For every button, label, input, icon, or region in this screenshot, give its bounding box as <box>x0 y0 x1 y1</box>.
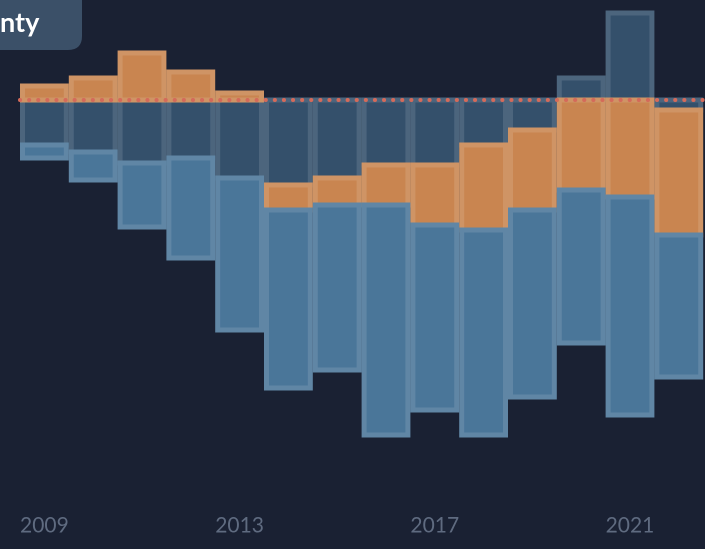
bar <box>312 97 362 181</box>
bar <box>264 97 313 188</box>
title-box <box>0 0 82 50</box>
bar <box>556 75 606 103</box>
bar <box>312 202 362 373</box>
bar <box>459 227 509 438</box>
bar <box>117 50 167 103</box>
chart-title: nty <box>0 5 40 38</box>
bar <box>361 202 411 438</box>
bar <box>556 97 606 193</box>
bar <box>361 162 411 208</box>
bar <box>68 75 118 103</box>
bar <box>410 162 460 228</box>
plot: 2009 2013 2017 2021 <box>18 10 705 537</box>
x-tick-label: 2009 <box>20 512 69 537</box>
bar <box>166 97 216 161</box>
bar <box>215 97 264 181</box>
bar <box>20 97 69 148</box>
bar <box>508 207 557 400</box>
bar <box>20 142 69 161</box>
bar <box>68 97 118 155</box>
bar <box>20 83 69 103</box>
bar <box>215 175 264 333</box>
bar <box>117 160 167 230</box>
bar <box>410 97 460 168</box>
bar <box>556 187 606 346</box>
bar <box>459 142 509 233</box>
bar <box>361 97 411 168</box>
bar <box>312 175 362 208</box>
bar <box>68 149 118 183</box>
bar <box>264 182 313 213</box>
bar <box>654 232 704 380</box>
x-tick-label: 2021 <box>606 512 655 537</box>
x-tick-label: 2013 <box>215 512 264 537</box>
bar <box>605 10 655 103</box>
bar <box>166 69 216 103</box>
bar <box>654 107 704 238</box>
bar <box>117 97 167 166</box>
bar <box>264 207 313 391</box>
bar <box>459 97 509 148</box>
bar <box>508 97 557 133</box>
bar <box>410 222 460 413</box>
x-tick-label: 2017 <box>410 512 459 537</box>
bar <box>508 127 557 213</box>
bar <box>605 194 655 418</box>
bar <box>166 155 216 261</box>
bar <box>605 97 655 200</box>
